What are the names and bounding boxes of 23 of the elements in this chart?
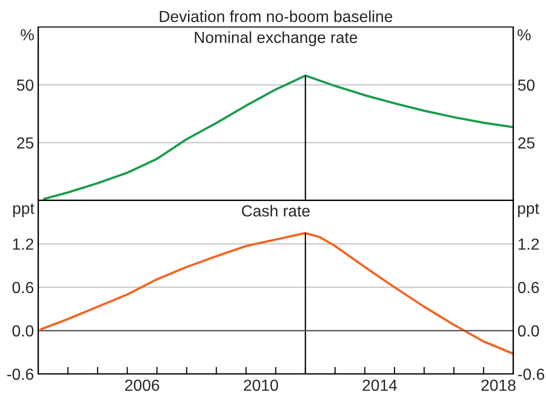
y-tick-label: 0.0 (12, 325, 34, 337)
y-tick-label: 25 (17, 137, 34, 149)
y2-tick-label: -0.6 (518, 368, 544, 380)
y-tick-label: 50 (16, 79, 34, 91)
x-tick-label: 2010 (244, 380, 278, 391)
y2-axis-title: % (518, 29, 531, 40)
chart-title: Nominal exchange rate (194, 31, 358, 46)
y-axis-title: % (20, 29, 34, 40)
chart-title: Cash rate (242, 204, 310, 217)
y2-tick-label: 0.0 (518, 325, 539, 337)
x-tick-label: 2014 (362, 380, 397, 391)
x-tick-label: 2006 (125, 380, 160, 391)
x-tick-label: 2018 (481, 380, 516, 391)
y2-tick-label: 1.2 (518, 238, 539, 250)
chart-subtitle: Deviation from no-boom baseline (160, 10, 392, 22)
y-axis-title: ppt (13, 203, 34, 218)
y2-tick-label: 0.6 (518, 282, 539, 294)
y-tick-label: -0.6 (7, 368, 34, 380)
y-tick-label: 0.6 (12, 282, 34, 294)
y2-axis-title: ppt (518, 203, 540, 218)
y2-tick-label: 50 (518, 79, 535, 91)
y-tick-label: 1.2 (13, 238, 34, 250)
y2-tick-label: 25 (518, 137, 535, 149)
